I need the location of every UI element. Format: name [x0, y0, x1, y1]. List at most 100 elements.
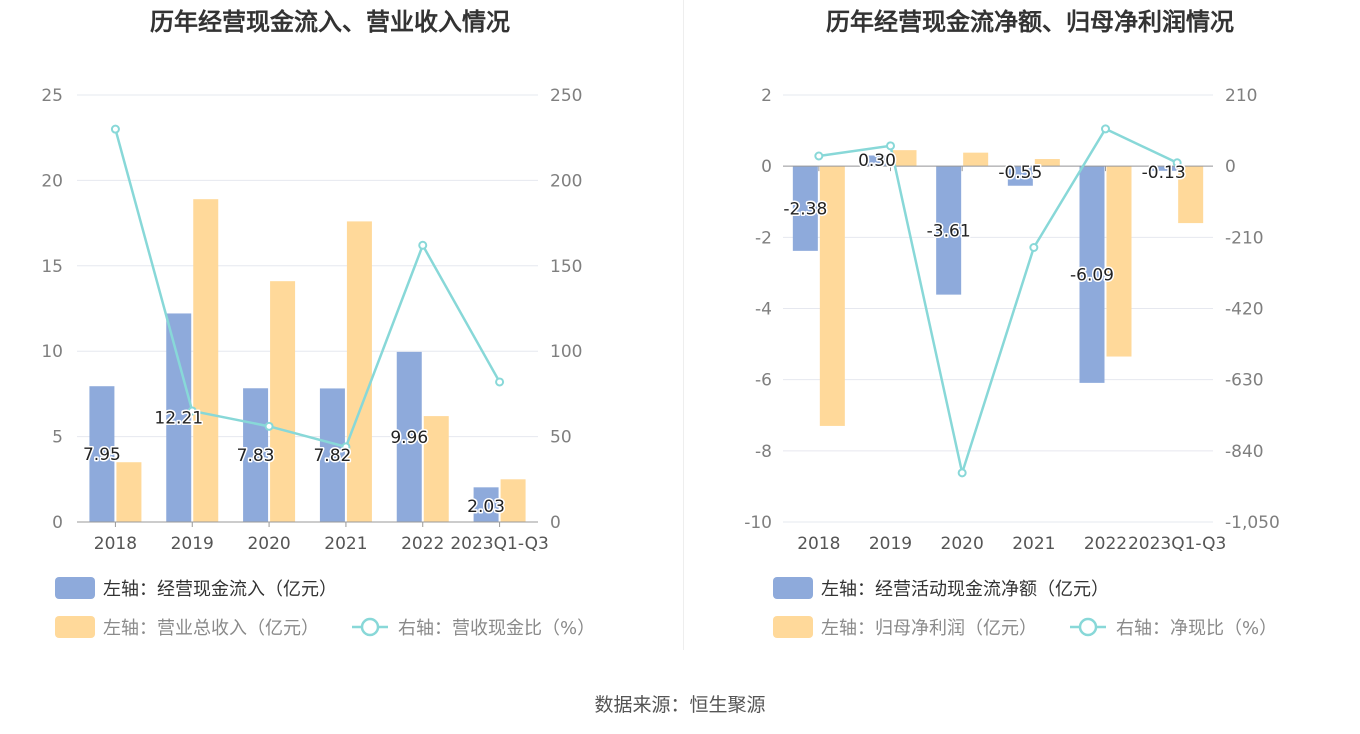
right-axis-tick-label: -420 — [1225, 300, 1264, 320]
right-axis-tick-label: 0 — [550, 513, 561, 533]
bar-data-label: 0.30 — [858, 151, 896, 171]
left-axis-tick-label: -8 — [755, 442, 772, 462]
legend-swatch-bar2 — [55, 616, 95, 638]
bar-data-label: -0.55 — [998, 163, 1042, 183]
left-axis-tick-label: -2 — [755, 228, 772, 248]
bar-net-profit — [1034, 159, 1060, 167]
line-point — [187, 406, 197, 416]
line-point — [264, 421, 274, 431]
chart-title: 历年经营现金流净额、归母净利润情况 — [826, 8, 1234, 36]
legend-swatch-bar1 — [773, 577, 813, 599]
line-series-revenue-cash-ratio — [114, 128, 501, 449]
chart-title: 历年经营现金流入、营业收入情况 — [150, 8, 510, 36]
right-axis-tick-label: 0 — [1225, 157, 1236, 177]
bar-operating-cashflow-net — [1151, 166, 1177, 171]
line-point — [957, 468, 967, 478]
legend-swatch-bar1 — [55, 577, 95, 599]
right-axis-tick-label: -840 — [1225, 442, 1264, 462]
line-point — [814, 151, 824, 161]
left-axis-tick-label: -10 — [744, 513, 772, 533]
legend-label: 左轴：归母净利润（亿元） — [821, 618, 1037, 639]
bar-data-label: -3.61 — [927, 221, 971, 241]
x-axis-tick-label: 2022 — [1084, 534, 1127, 554]
line-point — [1101, 124, 1110, 134]
bar-total-revenue — [423, 416, 449, 522]
x-axis-tick-label: 2023Q1-Q3 — [1128, 534, 1226, 554]
bar-data-label: -0.13 — [1142, 163, 1186, 183]
right-axis-tick-label: 50 — [550, 428, 572, 448]
bar-data-label: 9.96 — [390, 428, 428, 448]
left-axis-tick-label: -6 — [755, 371, 772, 391]
x-axis-tick-label: 2022 — [401, 534, 444, 554]
bar-operating-cashflow-net — [864, 155, 890, 167]
right-axis-tick-label: 250 — [550, 86, 582, 106]
bar-total-revenue — [270, 281, 296, 522]
right-axis-tick-label: -210 — [1225, 228, 1264, 248]
bar-data-label: 7.82 — [313, 446, 351, 466]
bar-cash-inflow — [473, 487, 499, 522]
bar-total-revenue — [116, 462, 142, 522]
right-chart-panel: 历年经营现金流净额、归母净利润情况 -10 -1,050 -8 -840 -6 -630 -4… — [680, 0, 1360, 734]
bar-net-profit — [1106, 166, 1132, 357]
left-axis-tick-label: 25 — [41, 86, 63, 106]
line-point — [1029, 243, 1039, 252]
bar-net-profit — [1178, 166, 1204, 224]
chart-group: 历年经营现金流入、营业收入情况 0 0 5 50 10 100 15 150 20 200 25 250… — [41, 8, 595, 639]
left-axis-tick-label: 0 — [761, 157, 772, 177]
x-axis-tick-label: 2021 — [1012, 534, 1055, 554]
bar-cash-inflow — [243, 388, 269, 522]
left-axis-tick-label: 5 — [52, 428, 63, 448]
bar-total-revenue — [193, 199, 219, 523]
line-point — [1172, 158, 1182, 168]
x-axis-tick-label: 2019 — [171, 534, 214, 554]
x-axis-tick-label: 2019 — [869, 534, 912, 554]
data-source: 数据来源：恒生聚源 — [594, 694, 766, 716]
legend-label: 左轴：经营活动现金流净额（亿元） — [821, 579, 1109, 600]
bar-total-revenue — [500, 479, 526, 522]
legend-label: 左轴：经营现金流入（亿元） — [103, 579, 337, 600]
left-axis-tick-label: 0 — [52, 513, 63, 533]
left-chart: 历年经营现金流入、营业收入情况 0 0 5 50 10 100 15 150 20 200 25 250… — [41, 8, 595, 639]
bar-cash-inflow — [396, 351, 422, 522]
right-axis-tick-label: 100 — [550, 342, 582, 362]
bar-cash-inflow — [319, 388, 345, 522]
line-point — [886, 141, 895, 151]
bar-net-profit — [963, 152, 989, 167]
line-point — [110, 124, 120, 134]
right-axis-tick-label: -1,050 — [1225, 513, 1280, 533]
bar-cash-inflow — [166, 313, 192, 522]
line-point — [341, 442, 351, 452]
legend-marker — [360, 617, 380, 637]
x-axis-tick-label: 2018 — [797, 534, 840, 554]
bar-data-label: 2.03 — [467, 497, 505, 517]
legend-label: 右轴：营收现金比（%） — [398, 618, 595, 639]
legend-swatch-bar2 — [773, 616, 813, 638]
x-axis-tick-label: 2020 — [941, 534, 984, 554]
bar-data-label: 7.83 — [237, 446, 275, 466]
x-axis-tick-label: 2018 — [94, 534, 137, 554]
bar-operating-cashflow-net — [936, 166, 962, 295]
bar-total-revenue — [346, 221, 372, 522]
right-chart: 历年经营现金流净额、归母净利润情况 -10 -1,050 -8 -840 -6 -630 -4… — [744, 8, 1280, 639]
bar-data-label: -2.38 — [783, 200, 827, 220]
right-axis-tick-label: -630 — [1225, 371, 1264, 391]
bar-operating-cashflow-net — [1007, 166, 1033, 186]
legend-marker — [1078, 617, 1098, 637]
chart-group: 历年经营现金流净额、归母净利润情况 -10 -1,050 -8 -840 -6 -630 -4… — [744, 8, 1280, 639]
bar-data-label: 7.95 — [83, 445, 121, 465]
bar-net-profit — [819, 166, 845, 426]
x-axis-tick-label: 2023Q1-Q3 — [450, 534, 548, 554]
right-axis-tick-label: 150 — [550, 257, 582, 277]
left-axis-tick-label: 20 — [41, 171, 63, 191]
legend-label: 左轴：营业总收入（亿元） — [103, 618, 319, 639]
line-point — [495, 377, 505, 387]
left-axis-tick-label: 15 — [41, 257, 63, 277]
left-axis-tick-label: -4 — [755, 300, 772, 320]
bar-cash-inflow — [89, 386, 115, 522]
line-series-net-cash-ratio — [818, 127, 1178, 478]
right-axis-tick-label: 210 — [1225, 86, 1257, 106]
bar-operating-cashflow-net — [792, 166, 818, 251]
bar-data-label: -6.09 — [1070, 266, 1114, 286]
bar-data-label: 12.21 — [154, 409, 203, 429]
left-chart-panel: 历年经营现金流入、营业收入情况 0 0 5 50 10 100 15 150 20 200 25 250… — [41, 8, 595, 639]
